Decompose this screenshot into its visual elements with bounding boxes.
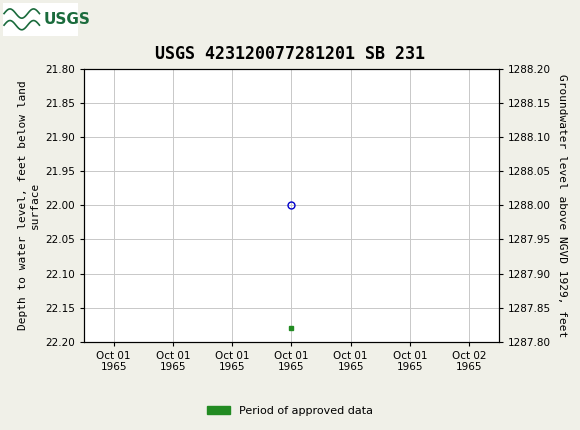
Text: USGS 423120077281201 SB 231: USGS 423120077281201 SB 231 <box>155 45 425 63</box>
Y-axis label: Groundwater level above NGVD 1929, feet: Groundwater level above NGVD 1929, feet <box>556 74 567 337</box>
Bar <box>3 3 78 36</box>
Text: USGS: USGS <box>44 12 90 27</box>
Legend: Period of approved data: Period of approved data <box>203 401 377 420</box>
Y-axis label: Depth to water level, feet below land
surface: Depth to water level, feet below land su… <box>18 80 39 330</box>
